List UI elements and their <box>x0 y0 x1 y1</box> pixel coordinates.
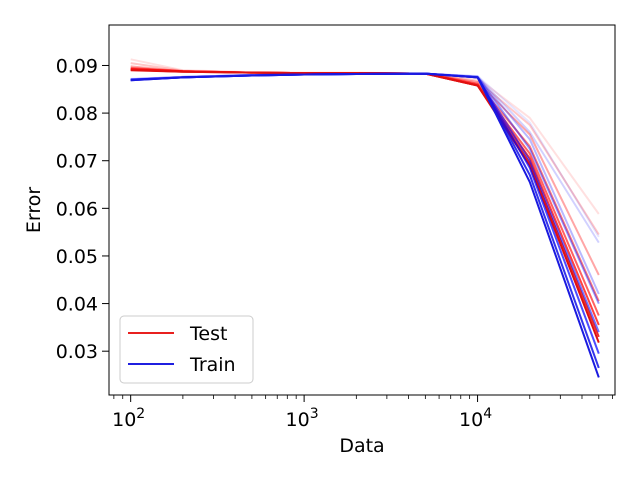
series-line-test-4 <box>130 67 600 316</box>
legend-label-test: Test <box>189 323 227 345</box>
y-tick-label: 0.07 <box>56 151 98 173</box>
x-tick-label: 103 <box>286 406 319 431</box>
series-line-train-11 <box>130 72 600 305</box>
y-axis: 0.03 0.04 0.05 0.06 0.07 0.08 0.09 <box>56 55 109 363</box>
plot-lines <box>130 58 600 378</box>
y-tick-label: 0.08 <box>56 103 98 125</box>
y-tick-label: 0.04 <box>56 294 98 316</box>
series-line-train-13 <box>130 72 600 354</box>
x-tick-label: 102 <box>112 406 145 431</box>
legend: Test Train <box>119 315 254 384</box>
y-tick-label: 0.03 <box>56 341 98 363</box>
x-axis-label: Data <box>339 435 384 457</box>
series-line-train-12 <box>130 72 600 333</box>
y-tick-label: 0.09 <box>56 55 98 77</box>
series-line-train-15 <box>130 72 600 378</box>
series-line-test-6 <box>130 68 600 338</box>
x-axis: 102 103 104 <box>112 395 613 431</box>
series-line-train-10 <box>130 72 600 295</box>
plot-frame <box>108 24 616 396</box>
y-tick-label: 0.05 <box>56 246 98 268</box>
series-line-test-3 <box>130 66 600 302</box>
series-line-test-7 <box>130 69 600 343</box>
y-axis-label: Error <box>23 187 45 234</box>
legend-label-train: Train <box>189 354 236 376</box>
y-tick-label: 0.06 <box>56 198 98 220</box>
x-tick-label: 104 <box>459 406 492 431</box>
series-line-test-5 <box>130 68 600 326</box>
